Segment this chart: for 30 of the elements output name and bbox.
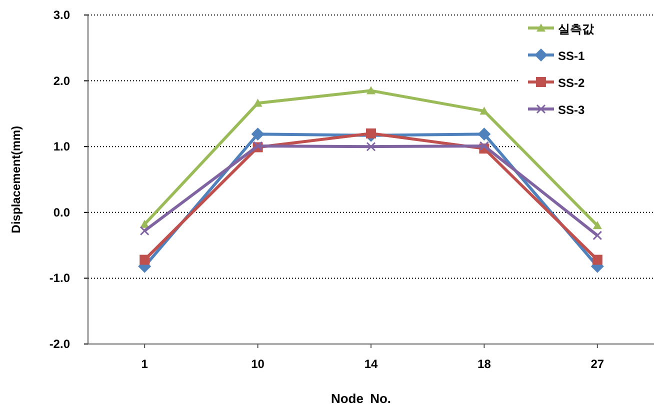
- y-tick-label: -2.0: [49, 337, 70, 351]
- legend-label: SS-3: [558, 103, 586, 117]
- x-tick-label: 14: [364, 357, 378, 371]
- point: [253, 98, 262, 107]
- x-tick-label: 18: [478, 357, 492, 371]
- point: [479, 141, 489, 151]
- x-tick-label: 10: [251, 357, 265, 371]
- legend-label: SS-2: [558, 76, 586, 90]
- point: [251, 128, 264, 141]
- x-tick-label: 27: [590, 357, 604, 371]
- point: [592, 254, 602, 265]
- point: [140, 226, 150, 236]
- y-tick-label: 2.0: [53, 74, 70, 88]
- y-axis-title: Displacement(mm): [9, 126, 23, 234]
- point: [366, 128, 376, 138]
- point: [592, 230, 602, 240]
- point: [480, 106, 489, 115]
- y-tick-label: -1.0: [49, 271, 70, 286]
- legend-label: 실측값: [558, 22, 595, 36]
- x-tick-label: 1: [141, 357, 148, 371]
- y-tick-label: 0.0: [53, 205, 70, 220]
- y-tick-label: 3.0: [53, 8, 70, 22]
- point: [478, 128, 491, 141]
- x-axis-title: Node No.: [330, 391, 392, 406]
- point: [592, 221, 602, 230]
- point: [366, 86, 376, 94]
- y-tick-label: 1.0: [53, 140, 70, 154]
- point: [140, 254, 150, 265]
- legend-label: SS-1: [558, 49, 586, 63]
- point: [366, 142, 376, 152]
